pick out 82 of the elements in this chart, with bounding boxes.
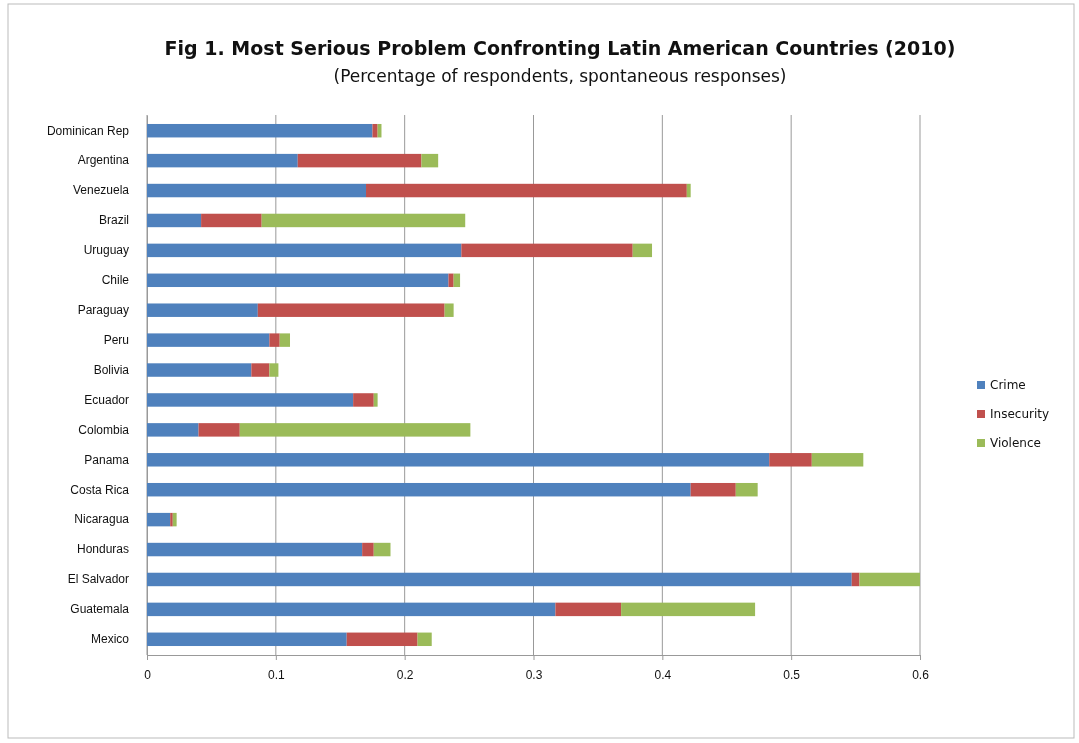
bar	[147, 393, 354, 407]
bar	[147, 602, 556, 617]
y-tick-label: Panama	[84, 452, 130, 467]
bar	[147, 363, 252, 377]
bar	[147, 423, 199, 437]
y-tick-label: Uruguay	[83, 243, 129, 258]
bar	[257, 303, 445, 317]
y-tick-label: Honduras	[76, 542, 129, 557]
x-tick-label: 0.5	[783, 667, 801, 682]
x-tick-label: 0.1	[267, 667, 285, 682]
bar	[632, 243, 653, 258]
chart-title: Fig 1. Most Serious Problem Confronting Latin American Countries (2010)	[164, 37, 956, 59]
bar	[201, 213, 262, 228]
bar	[372, 123, 378, 138]
bar	[147, 453, 770, 467]
y-tick-label: Mexico	[90, 632, 130, 647]
bar	[269, 363, 279, 377]
bar	[147, 243, 462, 258]
y-tick-label: Paraguay	[77, 303, 129, 318]
y-tick-label: Chile	[101, 273, 130, 288]
bar	[198, 423, 240, 437]
bar	[147, 153, 298, 168]
bar	[769, 453, 812, 467]
bar	[421, 153, 439, 168]
chart-subtitle: (Percentage of respondents, spontaneous responses)	[333, 66, 787, 86]
bar	[279, 333, 290, 347]
x-tick-label: 0.4	[654, 667, 672, 682]
bar	[147, 213, 202, 228]
bar	[555, 602, 622, 617]
bar	[251, 363, 270, 377]
y-tick-label: Ecuador	[84, 392, 129, 407]
bar	[453, 273, 461, 288]
x-tick-label: 0.3	[525, 667, 543, 682]
bar	[147, 572, 852, 587]
y-tick-label: El Salvador	[67, 572, 129, 587]
bar	[686, 183, 691, 198]
bar	[461, 243, 633, 258]
bar	[147, 512, 171, 527]
bar	[147, 333, 270, 347]
bar	[147, 303, 258, 317]
bar	[147, 632, 347, 647]
bar	[297, 153, 422, 168]
bar	[346, 632, 418, 647]
legend-label: Crime	[990, 378, 1026, 392]
y-tick-label: Nicaragua	[74, 512, 130, 527]
y-tick-label: Guatemala	[70, 602, 130, 617]
y-tick-label: Costa Rica	[70, 482, 130, 497]
y-tick-label: Brazil	[98, 213, 129, 228]
bar	[172, 512, 177, 527]
bar	[373, 393, 378, 407]
bar	[239, 423, 471, 437]
bar	[269, 333, 280, 347]
bar	[621, 602, 756, 617]
bar	[811, 453, 864, 467]
legend-label: Violence	[990, 436, 1041, 450]
bar	[366, 183, 687, 198]
bar	[170, 512, 173, 527]
bar	[147, 183, 367, 198]
bar	[690, 482, 736, 497]
bar	[444, 303, 454, 317]
bar	[735, 482, 758, 497]
y-tick-label: Venezuela	[72, 183, 130, 198]
bar	[353, 393, 374, 407]
x-tick-label: 0	[144, 667, 152, 682]
y-tick-label: Colombia	[78, 422, 130, 437]
legend-label: Insecurity	[990, 407, 1050, 421]
bar	[147, 273, 449, 288]
bar	[373, 542, 391, 557]
y-tick-label: Bolivia	[93, 362, 130, 377]
x-tick-label: 0.2	[396, 667, 414, 682]
bar	[147, 542, 363, 557]
y-tick-label: Peru	[103, 332, 129, 347]
bar	[261, 213, 466, 228]
y-tick-label: Dominican Rep	[46, 123, 130, 138]
bar	[448, 273, 454, 288]
bar	[147, 123, 373, 138]
x-tick-label: 0.6	[912, 667, 930, 682]
bar	[362, 542, 374, 557]
bar	[859, 572, 920, 587]
bar	[417, 632, 432, 647]
bar	[147, 482, 691, 497]
y-tick-label: Argentina	[77, 153, 130, 168]
